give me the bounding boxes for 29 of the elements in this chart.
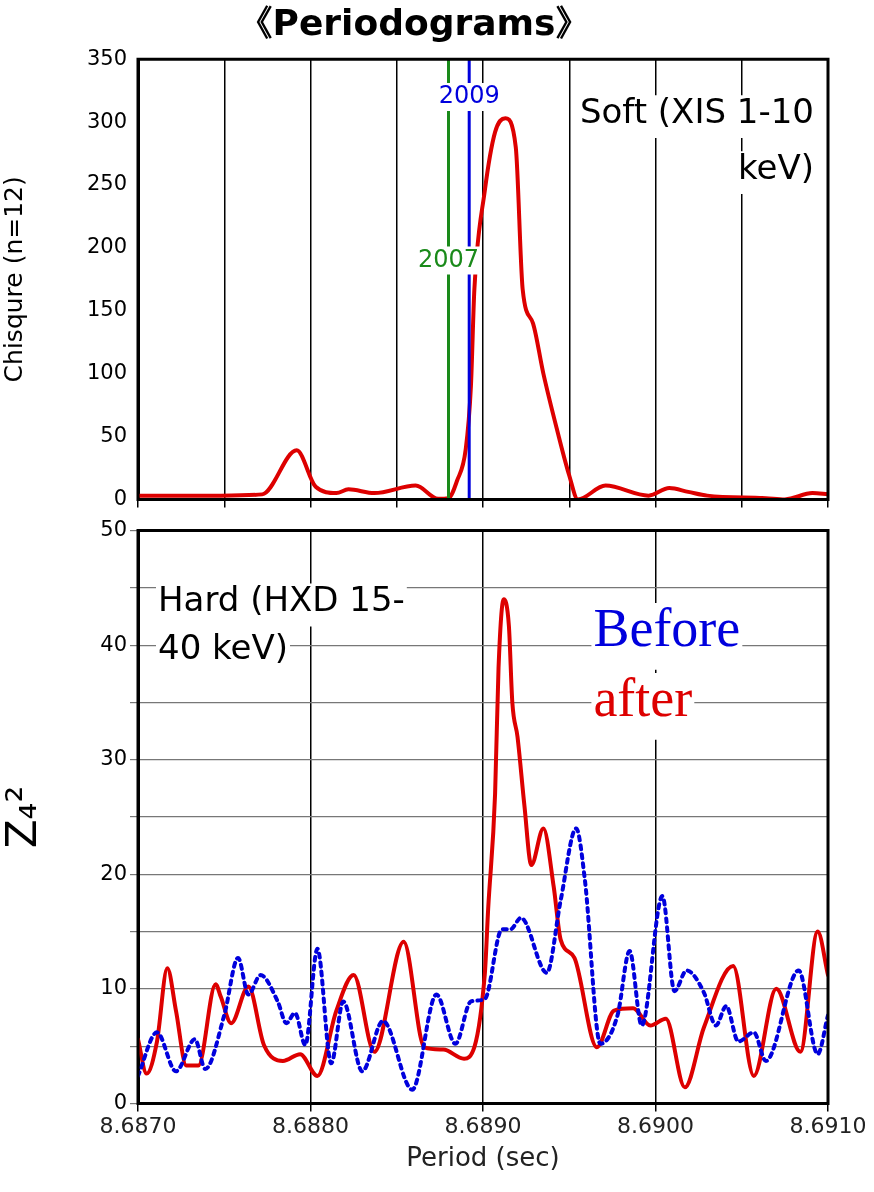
annotation: Hard (HXD 15-40 keV) xyxy=(158,579,405,668)
y-tick-label: 40 xyxy=(100,631,127,656)
annotation: Soft (XIS 1-10 keV) xyxy=(579,91,814,188)
chart-title: 《Periodograms》 xyxy=(236,1,592,43)
x-tick-label: 8.6880 xyxy=(272,1113,349,1139)
x-tick-label: 8.6900 xyxy=(617,1113,694,1139)
y-tick-label: 10 xyxy=(100,975,127,1000)
y-tick-label: 20 xyxy=(100,860,127,885)
y-axis-title: Z₄² xyxy=(0,785,47,849)
y-tick-label: 200 xyxy=(86,234,127,259)
y-tick-label: 250 xyxy=(86,171,127,196)
x-tick-label: 8.6870 xyxy=(99,1113,177,1139)
annotation: 2007 xyxy=(417,244,480,273)
y-tick-label: 50 xyxy=(100,422,127,447)
x-tick-label: 8.6910 xyxy=(789,1113,867,1139)
y-tick-label: 100 xyxy=(86,360,127,385)
text: Before xyxy=(593,598,741,659)
y-tick-label: 0 xyxy=(113,485,127,510)
annotation: 2009 xyxy=(438,81,500,110)
y-tick-label: 350 xyxy=(86,45,127,70)
series-label: after xyxy=(593,668,693,729)
x-tick-label: 8.6890 xyxy=(444,1113,522,1139)
y-tick-label: 0 xyxy=(113,1089,127,1114)
y-tick-label: 30 xyxy=(100,746,127,771)
y-tick-label: 150 xyxy=(86,297,127,322)
y-tick-label: 50 xyxy=(100,517,127,542)
y-axis-title: Chisqure (n=12) xyxy=(0,176,28,383)
y-tick-label: 300 xyxy=(86,108,127,133)
x-axis-title: Period (sec) xyxy=(406,1142,560,1173)
